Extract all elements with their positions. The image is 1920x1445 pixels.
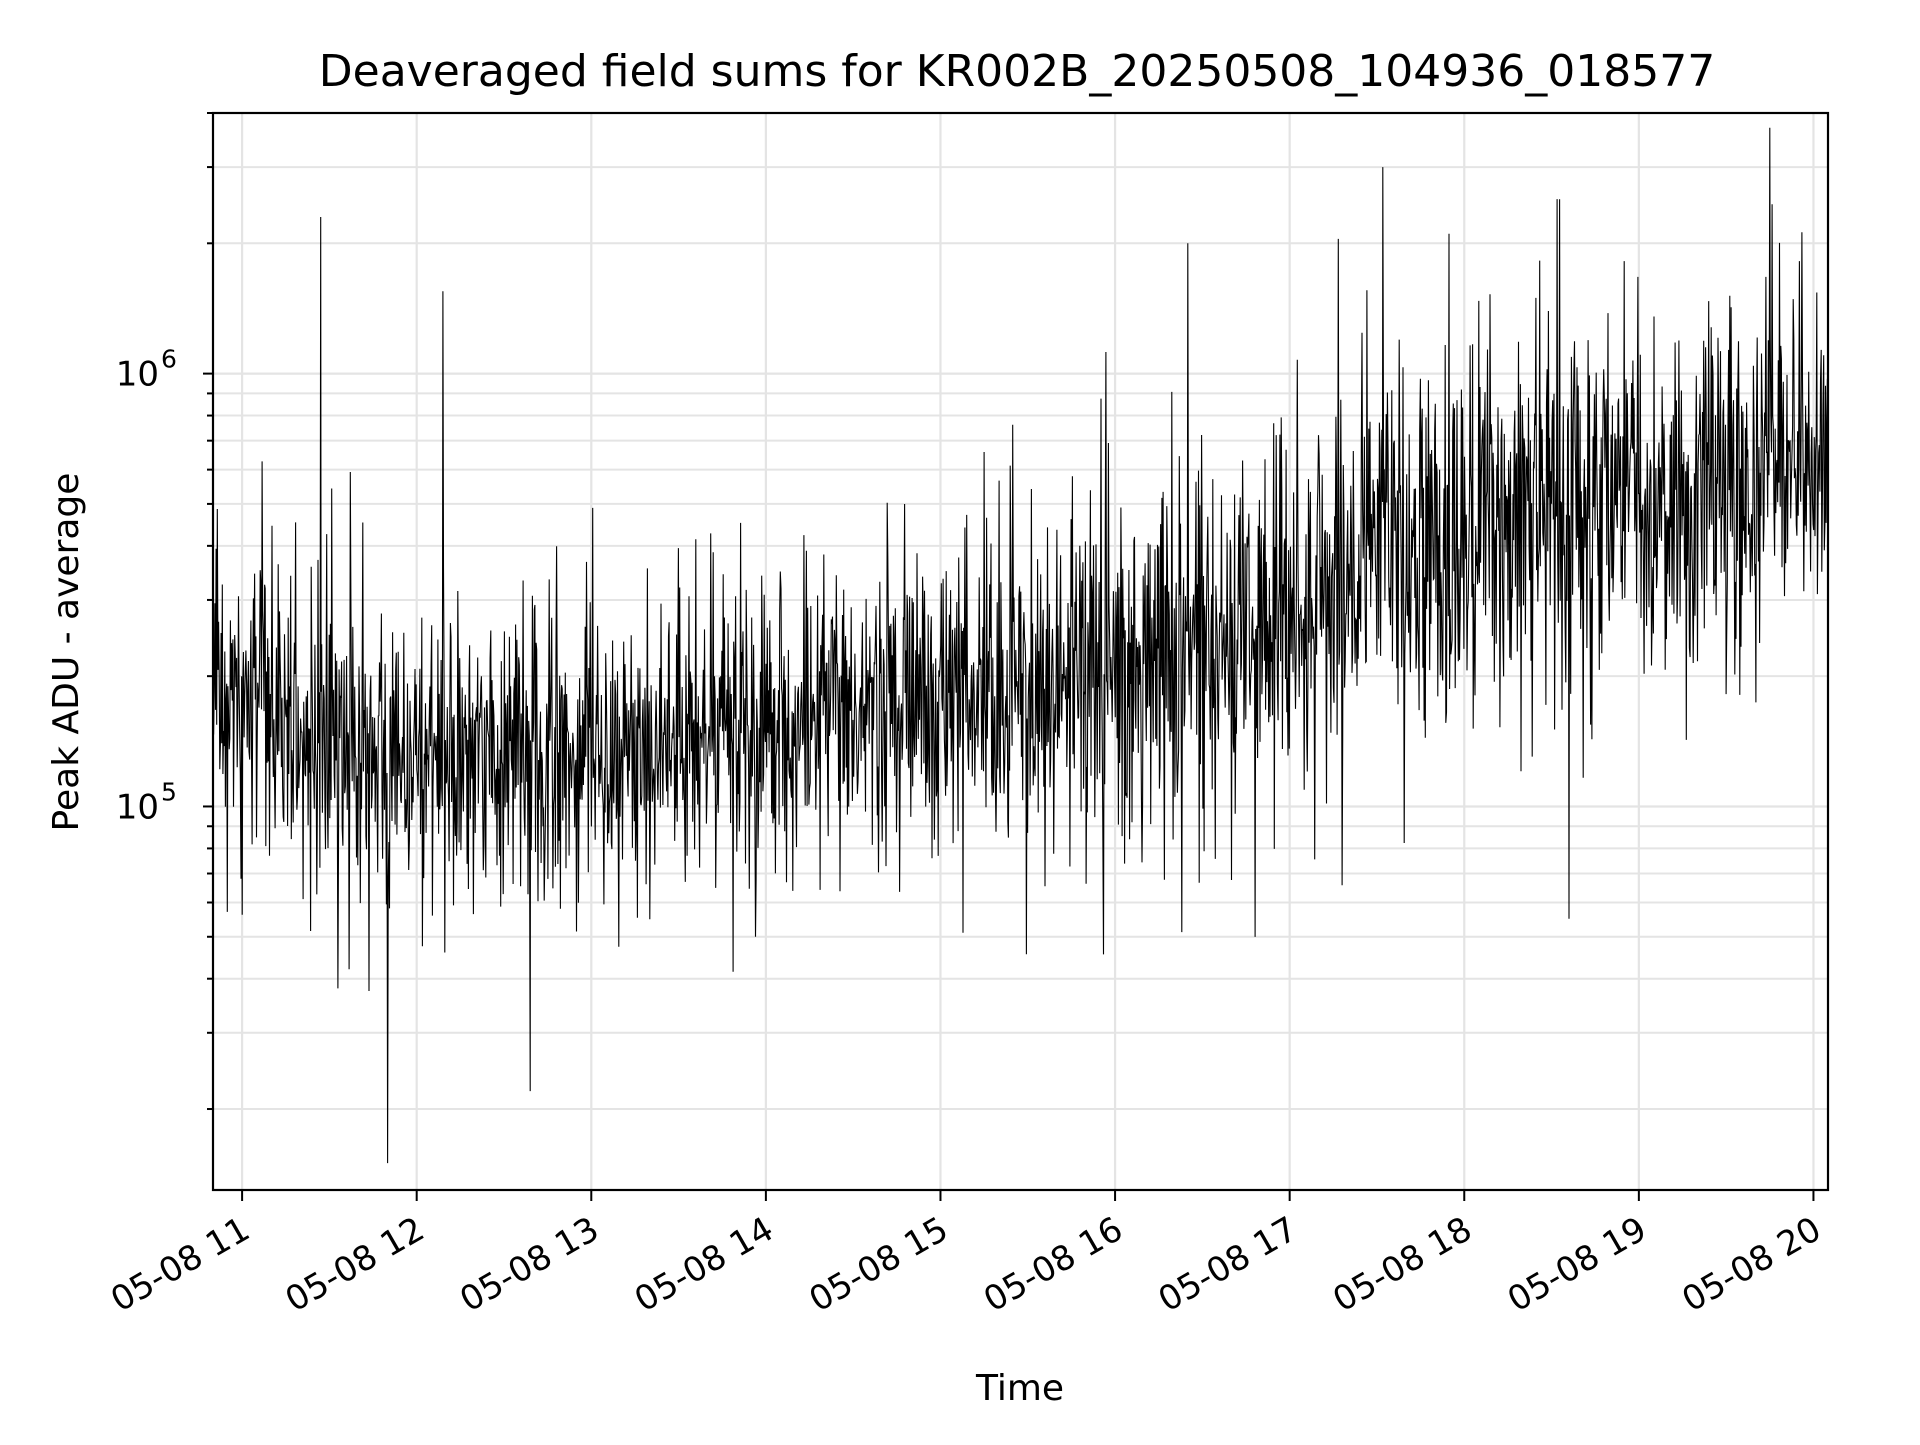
data-series <box>212 127 1829 1164</box>
x-tick-label: 05-08 15 <box>803 1209 955 1320</box>
y-tick-label: 10 <box>116 787 159 827</box>
x-axis-label: Time <box>975 1368 1064 1409</box>
x-tick-label: 05-08 17 <box>1152 1209 1304 1320</box>
y-axis-label: Peak ADU - average <box>46 473 87 832</box>
x-tick-label: 05-08 12 <box>279 1209 431 1320</box>
x-tick-label: 05-08 16 <box>977 1209 1129 1320</box>
plot-frame <box>211 111 1830 1192</box>
y-tick-label: 10 <box>116 355 159 395</box>
x-tick-label: 05-08 13 <box>453 1209 605 1320</box>
x-tick-label: 05-08 11 <box>104 1209 256 1320</box>
x-tick-label: 05-08 18 <box>1326 1209 1478 1320</box>
chart-title: Deaveraged field sums for KR002B_2025050… <box>319 46 1715 97</box>
x-tick-label: 05-08 19 <box>1501 1209 1653 1320</box>
y-tick-base: 10 <box>116 355 159 395</box>
y-tick-exponent: 6 <box>161 345 177 374</box>
y-tick-exponent: 5 <box>161 777 177 806</box>
x-tick-label: 05-08 20 <box>1676 1209 1828 1320</box>
x-tick-label: 05-08 14 <box>628 1209 780 1320</box>
y-tick-base: 10 <box>116 787 159 827</box>
series-line <box>212 127 1829 1164</box>
